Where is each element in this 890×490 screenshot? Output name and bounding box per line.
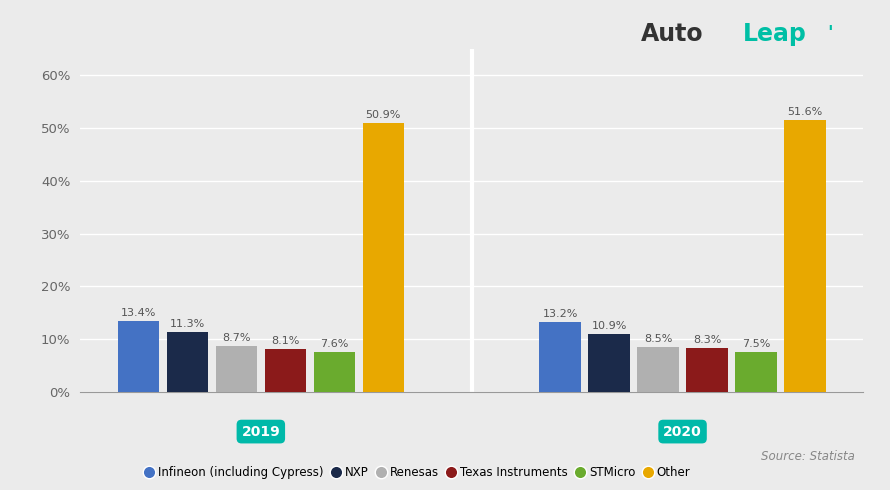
Bar (215, 346, 257, 392)
Text: 2019: 2019 (241, 424, 280, 439)
Text: 10.9%: 10.9% (592, 321, 627, 331)
Text: 2020: 2020 (663, 424, 702, 439)
Text: ': ' (828, 24, 833, 42)
Text: 50.9%: 50.9% (366, 110, 400, 120)
Text: Source: Statista: Source: Statista (761, 450, 854, 463)
Text: 7.6%: 7.6% (320, 339, 349, 349)
Text: 8.7%: 8.7% (222, 333, 251, 343)
Legend: Infineon (including Cypress), NXP, Renesas, Texas Instruments, STMicro, Other: Infineon (including Cypress), NXP, Renes… (142, 462, 695, 484)
Text: 13.4%: 13.4% (121, 308, 156, 318)
Bar (166, 332, 208, 392)
Text: Auto: Auto (641, 22, 703, 46)
Bar (588, 335, 630, 392)
Bar (539, 322, 581, 392)
Bar (637, 347, 679, 392)
Bar (362, 123, 404, 392)
Text: 8.1%: 8.1% (271, 336, 300, 346)
Bar (117, 321, 159, 392)
Bar (686, 348, 728, 392)
Text: 51.6%: 51.6% (788, 106, 822, 117)
Bar (313, 352, 355, 392)
Bar (735, 352, 777, 392)
Bar (264, 349, 306, 392)
Text: Leap: Leap (743, 22, 807, 46)
Text: 11.3%: 11.3% (170, 319, 205, 329)
Text: 8.5%: 8.5% (643, 334, 672, 344)
Bar (784, 120, 826, 392)
Text: 13.2%: 13.2% (543, 309, 578, 319)
Text: 7.5%: 7.5% (741, 339, 770, 349)
Text: 8.3%: 8.3% (692, 335, 721, 345)
